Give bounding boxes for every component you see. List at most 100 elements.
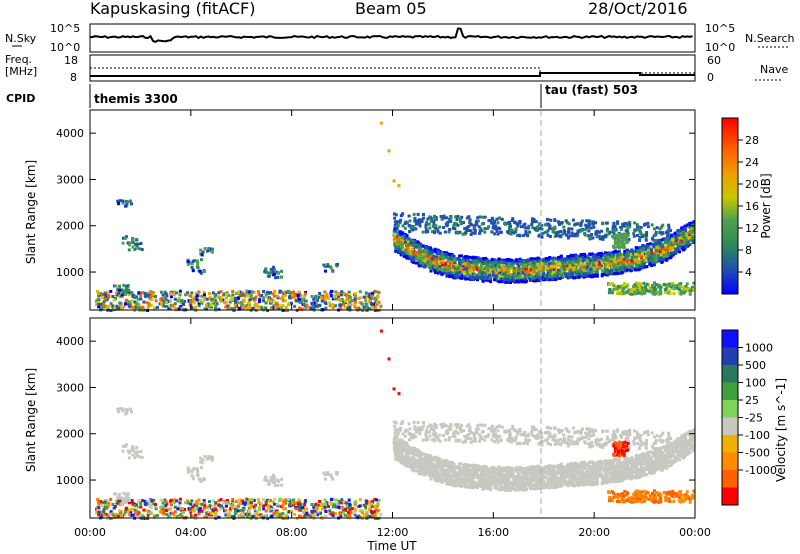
- scatter-cell: [654, 260, 658, 264]
- scatter-cell: [446, 259, 450, 263]
- scatter-cell: [297, 498, 301, 502]
- scatter-cell: [169, 295, 173, 299]
- scatter-cell: [558, 276, 562, 280]
- scatter-cell: [121, 290, 125, 294]
- scatter-cell: [190, 514, 194, 518]
- scatter-cell: [394, 229, 398, 233]
- scatter-cell: [550, 271, 554, 275]
- scatter-cell: [651, 292, 655, 296]
- scatter-cell: [371, 306, 374, 309]
- scatter-cell: [589, 258, 593, 262]
- scatter-cell: [620, 241, 624, 244]
- scatter-cell: [173, 297, 177, 301]
- scatter-cell: [210, 304, 213, 307]
- scatter-cell: [457, 271, 461, 274]
- scatter-cell: [269, 507, 273, 511]
- scatter-cell: [442, 214, 446, 218]
- scatter-cell: [324, 269, 327, 273]
- scatter-cell: [656, 291, 660, 295]
- scatter-cell: [585, 226, 589, 230]
- scatter-cell: [370, 303, 374, 306]
- scatter-cell: [242, 507, 246, 511]
- scatter-cell: [617, 234, 621, 238]
- scatter-cell: [458, 262, 462, 266]
- scatter-cell: [614, 265, 618, 269]
- scatter-cell: [328, 509, 332, 513]
- scatter-cell: [169, 503, 173, 507]
- scatter-cell: [172, 305, 176, 309]
- scatter-cell: [581, 219, 584, 223]
- scatter-cell: [585, 272, 589, 276]
- scatter-cell: [210, 297, 214, 301]
- scatter-cell: [446, 269, 450, 272]
- scatter-cell: [282, 500, 286, 504]
- scatter-cell: [304, 507, 308, 511]
- scatter-cell: [340, 498, 344, 502]
- scatter-cell: [118, 301, 122, 305]
- scatter-cell: [326, 264, 330, 268]
- scatter-cell: [640, 260, 644, 264]
- scatter-cell: [417, 258, 421, 262]
- scatter-cell: [148, 290, 152, 294]
- scatter-cell: [349, 511, 353, 515]
- scatter-cell: [149, 511, 153, 515]
- scatter-cell: [634, 248, 638, 251]
- scatter-cell: [653, 227, 656, 231]
- scatter-cell: [331, 297, 335, 301]
- scatter-cell: [450, 274, 454, 278]
- scatter-cell: [476, 275, 480, 279]
- scatter-cell: [571, 263, 575, 267]
- scatter-cell: [583, 255, 587, 259]
- scatter-cell: [596, 229, 600, 233]
- scatter-cell: [214, 300, 218, 304]
- scatter-cell: [490, 265, 494, 269]
- scatter-cell: [345, 293, 349, 297]
- scatter-cell: [667, 223, 671, 227]
- scatter-cell: [113, 297, 117, 300]
- scatter-cell: [393, 216, 397, 220]
- scatter-cell: [431, 230, 434, 234]
- scatter-cell: [436, 252, 440, 256]
- scatter-cell: [165, 502, 169, 506]
- scatter-cell: [217, 503, 221, 507]
- scatter-cell: [147, 511, 151, 515]
- scatter-cell: [634, 287, 638, 290]
- scatter-cell: [109, 510, 113, 514]
- scatter-cell: [247, 509, 251, 513]
- scatter-cell: [139, 294, 143, 298]
- scatter-cell: [486, 269, 490, 273]
- scatter-cell: [595, 274, 599, 278]
- scatter-cell: [608, 251, 612, 255]
- scatter-cell: [605, 221, 609, 225]
- scatter-cell: [677, 241, 681, 245]
- scatter-cell: [520, 269, 524, 273]
- scatter-cell: [587, 221, 591, 225]
- scatter-cell: [451, 254, 455, 258]
- scatter-cell: [516, 234, 519, 237]
- scatter-cell: [444, 262, 447, 266]
- scatter-cell: [235, 499, 239, 503]
- scatter-cell: [103, 504, 107, 508]
- scatter-cell: [373, 305, 377, 309]
- scatter-cell: [225, 293, 228, 296]
- scatter-cell: [345, 501, 349, 505]
- scatter-cell: [292, 498, 296, 502]
- scatter-cell: [607, 283, 611, 286]
- scatter-cell: [636, 246, 640, 250]
- scatter-cell: [600, 229, 604, 233]
- scatter-cell: [159, 290, 163, 294]
- scatter-cell: [314, 508, 318, 512]
- scatter-cell: [490, 261, 494, 265]
- scatter-cell: [217, 515, 221, 519]
- scatter-cell: [597, 257, 601, 261]
- scatter-cell: [100, 305, 104, 309]
- scatter-cell: [626, 234, 630, 237]
- scatter-cell: [506, 266, 510, 270]
- scatter-cell: [621, 260, 625, 264]
- scatter-cell: [260, 514, 264, 518]
- scatter-cell: [165, 298, 169, 302]
- scatter-cell: [481, 278, 485, 282]
- scatter-cell: [407, 252, 410, 256]
- scatter-cell: [229, 298, 233, 302]
- scatter-cell: [260, 306, 264, 310]
